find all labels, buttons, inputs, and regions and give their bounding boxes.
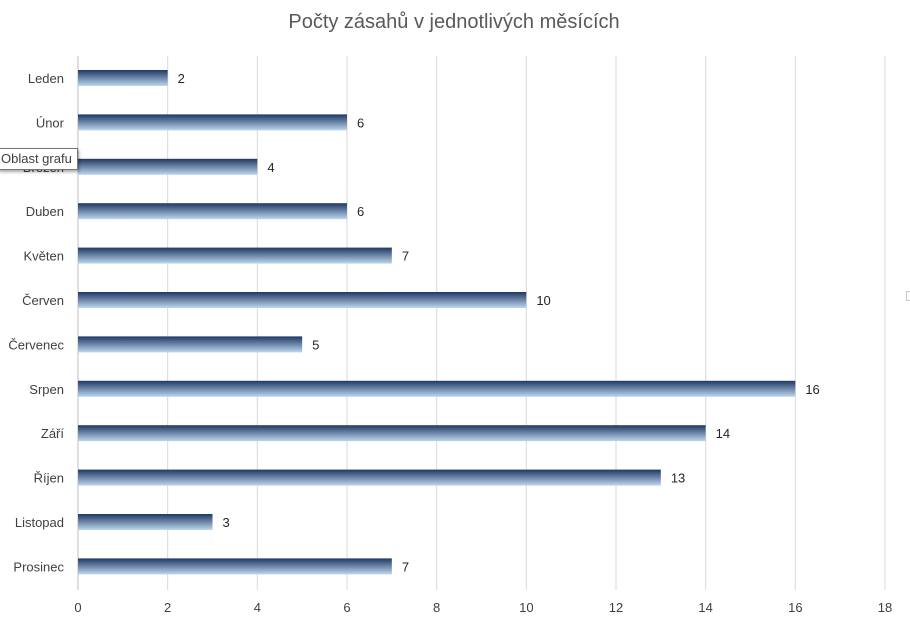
- data-label: 6: [357, 204, 364, 219]
- x-tick-label: 2: [164, 600, 171, 615]
- bar[interactable]: [78, 114, 347, 131]
- resize-handle[interactable]: [906, 291, 910, 301]
- x-tick-label: 0: [74, 600, 81, 615]
- x-tick-label: 4: [254, 600, 261, 615]
- category-label: Leden: [28, 71, 64, 86]
- bar[interactable]: [78, 203, 347, 220]
- bar[interactable]: [78, 70, 168, 86]
- x-tick-label: 14: [698, 600, 712, 615]
- category-label: Duben: [26, 204, 64, 219]
- data-label: 16: [805, 382, 819, 397]
- data-labels: 2 6 4 6 7 10 5 16 14 13 3 7: [178, 71, 820, 574]
- bar[interactable]: [78, 558, 392, 575]
- y-axis-categories: LedenÚnorBřezenDubenKvětenČervenČervenec…: [8, 71, 64, 574]
- x-tick-label: 6: [343, 600, 350, 615]
- bar[interactable]: [78, 158, 258, 175]
- chart-title: Počty zásahů v jednotlivých měsících: [288, 11, 619, 33]
- x-tick-label: 18: [878, 600, 892, 615]
- category-label: Září: [41, 426, 65, 441]
- category-label: Říjen: [34, 471, 64, 486]
- bar[interactable]: [78, 292, 527, 308]
- bar[interactable]: [78, 380, 796, 397]
- bar[interactable]: [78, 514, 213, 530]
- gridlines: [77, 56, 886, 590]
- data-label: 7: [402, 559, 409, 574]
- data-label: 10: [536, 293, 550, 308]
- bar[interactable]: [78, 425, 706, 442]
- category-label: Únor: [36, 115, 65, 130]
- category-label: Prosinec: [13, 559, 64, 574]
- data-label: 3: [223, 515, 230, 530]
- x-tick-label: 16: [788, 600, 802, 615]
- category-label: Listopad: [15, 515, 64, 530]
- bars: [78, 70, 796, 575]
- x-axis-ticks: 0 2 4 6 8 10 12 14 16 18: [74, 600, 892, 615]
- chart-area-tooltip: Oblast grafu: [0, 148, 78, 170]
- data-label: 4: [267, 160, 274, 175]
- category-label: Květen: [24, 249, 64, 264]
- category-label: Červenec: [8, 337, 64, 352]
- category-label: Červen: [22, 293, 64, 308]
- bar[interactable]: [78, 336, 303, 353]
- data-label: 7: [402, 249, 409, 264]
- category-label: Srpen: [29, 382, 64, 397]
- data-label: 14: [716, 426, 730, 441]
- x-tick-label: 10: [519, 600, 533, 615]
- data-label: 2: [178, 71, 185, 86]
- bar[interactable]: [78, 469, 661, 486]
- data-label: 6: [357, 115, 364, 130]
- data-label: 13: [671, 471, 685, 486]
- x-tick-label: 8: [433, 600, 440, 615]
- bar[interactable]: [78, 247, 392, 264]
- x-tick-label: 12: [609, 600, 623, 615]
- data-label: 5: [312, 337, 319, 352]
